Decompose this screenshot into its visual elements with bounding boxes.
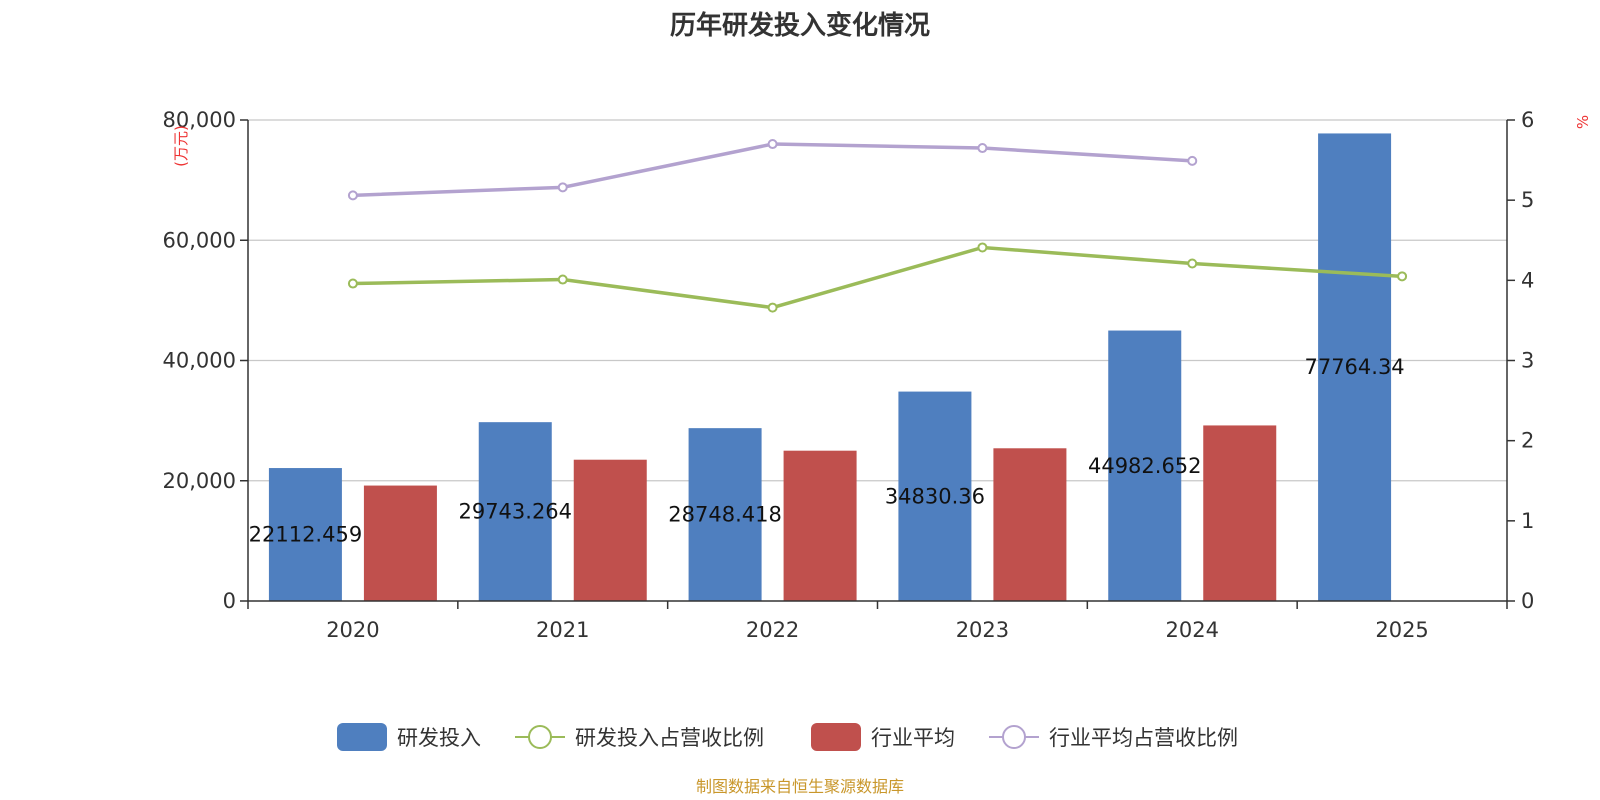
legend: 研发投入 研发投入占营收比例 行业平均 行业平均占营收比例	[337, 723, 1238, 751]
y-left-tick-label: 80,000	[163, 108, 236, 132]
y-right-tick-label: 1	[1521, 509, 1534, 533]
y-right-unit: %	[1574, 115, 1592, 129]
legend-swatch	[337, 723, 387, 751]
bar-industry-average	[363, 485, 437, 601]
x-tick-label: 2022	[746, 618, 799, 642]
line-point	[557, 274, 568, 285]
bar-data-label: 34830.36	[885, 484, 985, 508]
series-line-rd-ratio	[352, 245, 1403, 310]
grid-lines	[248, 119, 1507, 482]
bar-rd-investment	[1318, 133, 1392, 602]
y-left-unit: (万元)	[172, 125, 190, 167]
bar-data-label: 29743.264	[458, 500, 572, 524]
line-point	[767, 139, 778, 150]
y-right-tick-label: 5	[1521, 188, 1534, 212]
legend-swatch-marker	[528, 725, 552, 749]
bar-data-label: 22112.459	[249, 523, 363, 547]
bar-rd-investment	[1108, 330, 1182, 601]
y-right-tick-label: 2	[1521, 429, 1534, 453]
bar-industry-average	[1203, 425, 1277, 601]
x-tick-label: 2020	[326, 618, 379, 642]
y-left-tick-label: 40,000	[163, 349, 236, 373]
data-labels: 22112.459 29743.264 28748.418 34830.36 44982…	[249, 355, 1405, 546]
legend-swatch-marker	[1002, 725, 1026, 749]
y-right-tick-label: 3	[1521, 349, 1534, 373]
legend-label: 研发投入占营收比例	[575, 726, 764, 750]
bar-industry-average	[573, 459, 647, 601]
legend-label: 研发投入	[397, 726, 481, 750]
x-tick-label: 2023	[956, 618, 1009, 642]
lines	[347, 139, 1408, 313]
line-point	[347, 278, 358, 289]
axes: 0 20,000 40,000 60,000 80,000 0 1 2 3 4 5 6 2020 2021…	[163, 108, 1535, 642]
line-point	[767, 302, 778, 313]
legend-swatch	[811, 723, 861, 751]
bar-rd-investment	[268, 468, 342, 601]
x-tick-label: 2024	[1166, 618, 1219, 642]
line-point	[1397, 271, 1408, 282]
line-point	[557, 182, 568, 193]
x-tick-label: 2021	[536, 618, 589, 642]
x-tick-label: 2025	[1375, 618, 1428, 642]
bars	[268, 133, 1392, 602]
line-point	[977, 143, 988, 154]
line-point	[1187, 258, 1198, 269]
y-right-tick-label: 6	[1521, 108, 1534, 132]
legend-label: 行业平均	[871, 726, 955, 750]
legend-label: 行业平均占营收比例	[1049, 726, 1238, 750]
bar-rd-investment	[688, 428, 762, 601]
y-right-tick-label: 0	[1521, 589, 1534, 613]
chart-title: 历年研发投入变化情况	[670, 10, 930, 41]
series-line-industry-ratio	[352, 142, 1193, 198]
y-right-tick-label: 4	[1521, 268, 1534, 292]
y-left-tick-label: 60,000	[163, 228, 236, 252]
bar-data-label: 28748.418	[668, 503, 782, 527]
bar-rd-investment	[478, 422, 552, 601]
y-left-tick-label: 20,000	[163, 469, 236, 493]
line-point	[977, 242, 988, 253]
y-left-tick-label: 0	[223, 589, 236, 613]
bar-data-label: 44982.652	[1088, 454, 1202, 478]
line-point	[1187, 155, 1198, 166]
bar-industry-average	[783, 450, 857, 601]
bar-data-label: 77764.34	[1304, 355, 1404, 379]
line-point	[347, 190, 358, 201]
source-note: 制图数据来自恒生聚源数据库	[696, 777, 904, 796]
bar-industry-average	[993, 448, 1067, 601]
bar-rd-investment	[898, 391, 972, 601]
